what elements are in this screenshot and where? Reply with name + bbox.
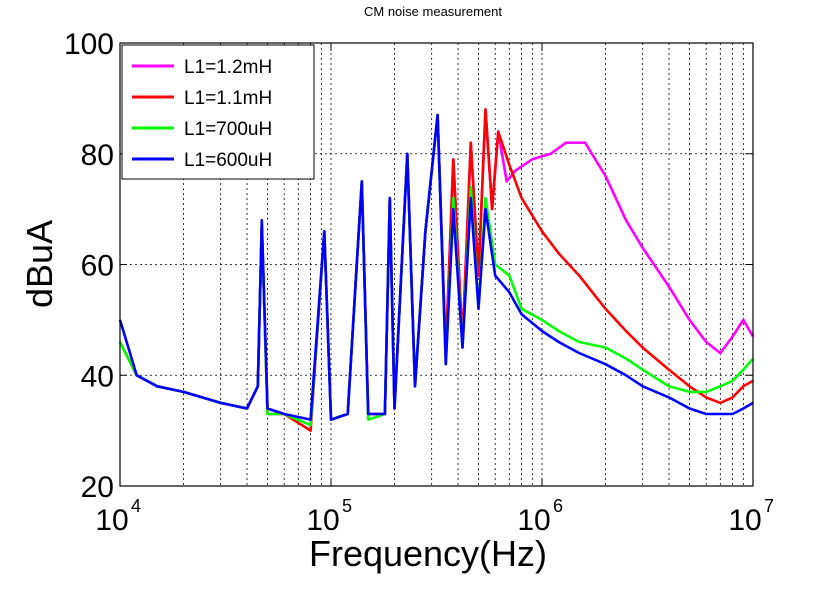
y-tick-label: 80 (81, 139, 114, 172)
y-axis-label: dBuA (19, 220, 60, 308)
x-tick-label-exponent: 6 (553, 496, 563, 516)
y-tick-labels: 20 40 60 80 100 (64, 28, 114, 504)
legend-entry: L1=600uH (184, 150, 272, 171)
y-tick-label: 60 (81, 250, 114, 283)
series-lines (118, 108, 755, 432)
x-tick-label: 10 (728, 504, 761, 537)
x-axis-label: Frequency(Hz) (309, 533, 547, 574)
x-tick-label-exponent: 4 (131, 496, 141, 516)
x-tick-labels: 10 4 10 5 10 6 10 7 (95, 496, 774, 537)
x-tick-label: 10 (306, 504, 339, 537)
series-line (118, 113, 754, 421)
legend-entry: L1=1.1mH (184, 88, 272, 109)
chart-title: CM noise measurement (364, 4, 502, 19)
y-tick-label: 100 (64, 28, 114, 61)
y-tick-label: 40 (81, 360, 114, 393)
legend-entry: L1=700uH (184, 119, 272, 140)
legend-entry: L1=1.2mH (184, 57, 272, 78)
x-tick-label: 10 (517, 504, 550, 537)
legend: L1=1.2mH L1=1.1mH L1=700uH L1=600uH (121, 44, 315, 180)
x-tick-label-exponent: 5 (342, 496, 352, 516)
y-tick-label: 20 (81, 471, 114, 504)
x-tick-label: 10 (95, 504, 128, 537)
x-tick-label-exponent: 7 (764, 496, 774, 516)
